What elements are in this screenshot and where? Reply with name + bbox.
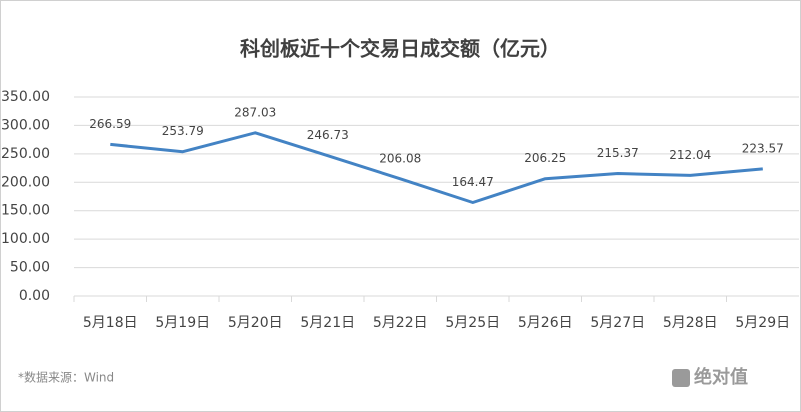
x-tick-label: 5月25日 — [445, 315, 500, 331]
data-label: 246.73 — [307, 128, 349, 142]
x-tick-label: 5月29日 — [735, 315, 790, 331]
data-label: 287.03 — [234, 105, 276, 119]
line-series — [110, 131, 763, 204]
data-label: 164.47 — [452, 175, 494, 189]
x-tick-label: 5月26日 — [518, 315, 573, 331]
y-tick-label: 350.00 — [1, 89, 50, 105]
data-label: 212.04 — [669, 148, 711, 162]
x-tick-label: 5月22日 — [373, 315, 428, 331]
x-tick-label: 5月28日 — [663, 315, 718, 331]
chart-title: 科创板近十个交易日成交额（亿元） — [240, 37, 560, 61]
y-tick-label: 250.00 — [1, 146, 50, 162]
data-label: 206.25 — [524, 151, 566, 165]
x-tick-label: 5月21日 — [300, 315, 355, 331]
x-tick-label: 5月20日 — [228, 315, 283, 331]
y-tick-label: 150.00 — [1, 203, 50, 219]
y-tick-label: 100.00 — [1, 231, 50, 247]
data-label: 215.37 — [597, 146, 639, 160]
x-tick-label: 5月18日 — [83, 315, 138, 331]
y-tick-label: 200.00 — [1, 174, 50, 190]
source-note: *数据来源：Wind — [18, 370, 114, 385]
y-tick-label: 0.00 — [19, 288, 50, 304]
data-label: 253.79 — [162, 124, 204, 138]
data-label: 223.57 — [742, 141, 784, 155]
logo-icon — [672, 369, 690, 387]
x-tick-label: 5月19日 — [155, 315, 210, 331]
y-tick-label: 50.00 — [10, 260, 50, 276]
data-label: 206.08 — [379, 151, 421, 165]
logo-text: 绝对值 — [694, 366, 748, 388]
data-label: 266.59 — [89, 117, 131, 131]
x-tick-label: 5月27日 — [590, 315, 645, 331]
y-tick-label: 300.00 — [1, 117, 50, 133]
